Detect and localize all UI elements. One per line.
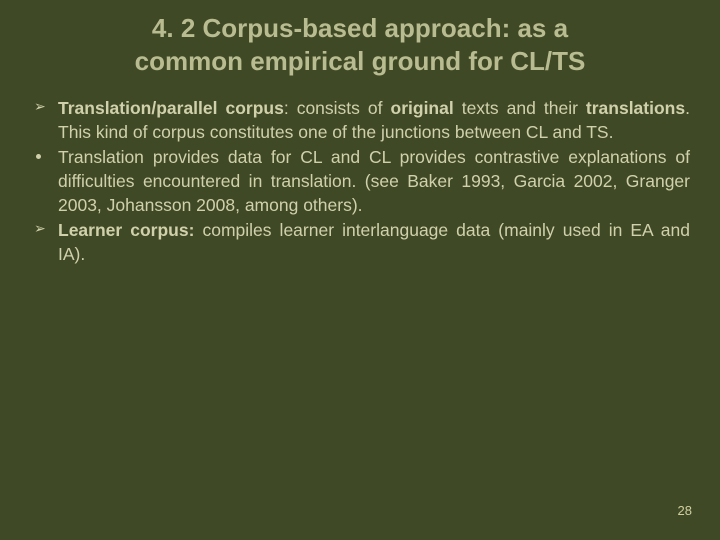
dot-icon bbox=[36, 154, 41, 159]
arrow-icon: ➢ bbox=[34, 219, 46, 238]
title-line2-a: common empirical ground bbox=[135, 46, 469, 76]
list-item: ➢ Translation/parallel corpus: consists … bbox=[30, 97, 690, 144]
list-item: Translation provides data for CL and CL … bbox=[30, 146, 690, 217]
title-line2-b: for CL/TS bbox=[468, 46, 585, 76]
bullet-list: ➢ Translation/parallel corpus: consists … bbox=[30, 97, 690, 266]
bullet-text: Translation/parallel corpus: consists of… bbox=[58, 98, 690, 142]
bullet-text: Learner corpus: compiles learner interla… bbox=[58, 220, 690, 264]
title-line1-rest: Corpus-based approach: as a bbox=[195, 13, 568, 43]
slide-body: ➢ Translation/parallel corpus: consists … bbox=[0, 77, 720, 266]
title-line1-prefix: 4. 2 bbox=[152, 13, 195, 43]
bullet-text: Translation provides data for CL and CL … bbox=[58, 147, 690, 214]
slide-title: 4. 2 Corpus-based approach: as a common … bbox=[0, 0, 720, 77]
arrow-icon: ➢ bbox=[34, 97, 46, 116]
list-item: ➢ Learner corpus: compiles learner inter… bbox=[30, 219, 690, 266]
page-number: 28 bbox=[678, 503, 692, 518]
